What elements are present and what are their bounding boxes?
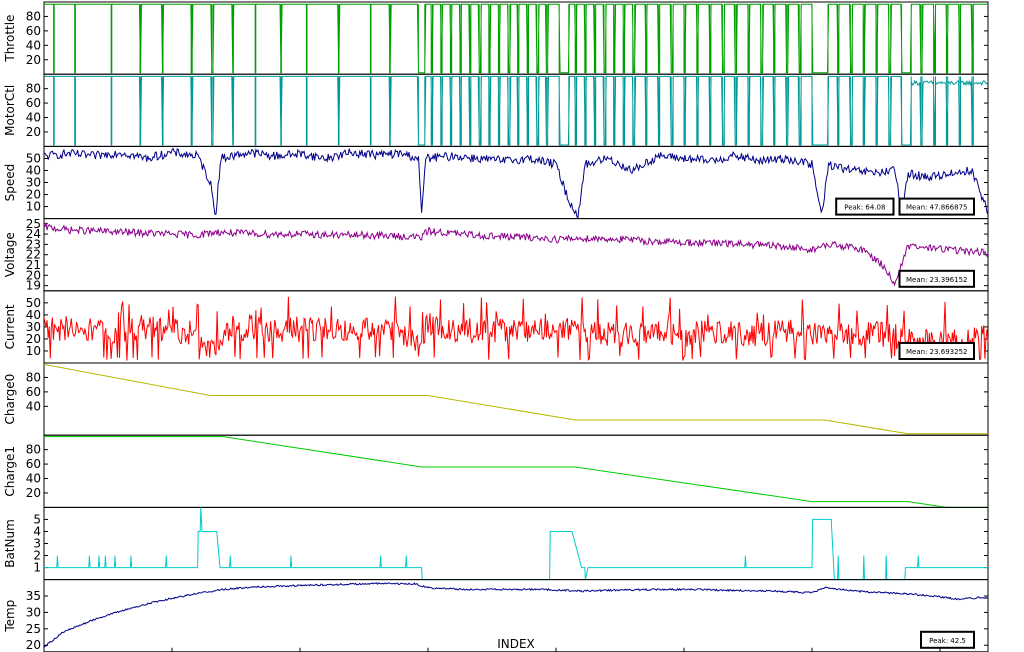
chart-panels: 20406080Throttle20406080MotorCtl10203040… xyxy=(3,1,989,652)
panel-temp: 20 25 30 35 Temp Peak: 42.5 xyxy=(3,579,989,652)
y-tick-label: 20 xyxy=(26,332,41,346)
y-tick-label: 40 xyxy=(26,111,41,125)
y-tick-label: 24 xyxy=(26,227,41,241)
y-tick-label: 23 xyxy=(26,237,41,251)
panel-frame-voltage xyxy=(43,218,989,292)
y-tick-label: 19 xyxy=(26,279,41,293)
annotation-box xyxy=(835,197,895,216)
annotation-box xyxy=(898,197,975,216)
annotation-box xyxy=(898,269,975,288)
panel-frame-charge1 xyxy=(43,434,989,508)
panel-frame-throttle xyxy=(43,1,989,75)
x-axis-label: INDEX xyxy=(497,637,535,651)
x-axis: 02000400060008000100001200014000 xyxy=(43,647,941,652)
y-tick-label: 2 xyxy=(33,549,41,563)
y-tick-label: 20 xyxy=(26,486,41,500)
y-tick-label: 80 xyxy=(26,9,41,23)
panel-frame-charge0 xyxy=(43,362,989,436)
y-axis-label-current: Current xyxy=(3,304,17,349)
y-tick-label: 40 xyxy=(26,308,41,322)
series-line-speed xyxy=(43,147,989,219)
y-axis-label-charge1: Charge1 xyxy=(3,446,17,497)
y-tick-label: 60 xyxy=(26,385,41,399)
y-axis-label-throttle: Throttle xyxy=(3,15,17,63)
y-axis-label-speed: Speed xyxy=(3,164,17,202)
y-tick-label: 40 xyxy=(26,38,41,52)
y-axis-label-motorctl: MotorCtl xyxy=(3,85,17,136)
y-tick-label: 40 xyxy=(26,399,41,413)
y-tick-label: 60 xyxy=(26,24,41,38)
y-tick-label: 80 xyxy=(26,82,41,96)
y-tick-label: 4 xyxy=(33,524,41,538)
annotation-box xyxy=(898,342,975,360)
annotation-text: Mean: 23.396152 xyxy=(906,276,968,284)
y-tick-label: 30 xyxy=(26,605,41,619)
y-tick-label: 1 xyxy=(33,561,41,575)
y-tick-label: 35 xyxy=(26,589,41,603)
y-tick-label: 20 xyxy=(26,125,41,139)
series-line-charge0 xyxy=(43,363,988,435)
y-tick-label: 30 xyxy=(26,176,41,190)
y-tick-label: 40 xyxy=(26,163,41,177)
annotation-text: Peak: 42.5 xyxy=(929,637,966,645)
y-tick-label: 80 xyxy=(26,370,41,384)
y-tick-label: 21 xyxy=(26,258,41,272)
panel-frame-current xyxy=(43,290,989,364)
series-line-charge1 xyxy=(44,436,988,508)
y-tick-label: 5 xyxy=(33,512,41,526)
y-tick-label: 3 xyxy=(33,537,41,551)
y-tick-label: 80 xyxy=(26,443,41,457)
panel-frame-batnum xyxy=(43,506,989,581)
y-tick-label: 30 xyxy=(26,320,41,334)
series-line-temp xyxy=(43,582,989,648)
series-line-current xyxy=(43,296,989,362)
annotation-box xyxy=(920,630,975,649)
annotation-text: Mean: 47.866875 xyxy=(906,204,968,212)
annotation-text: Mean: 23.693252 xyxy=(906,348,968,356)
y-tick-label: 20 xyxy=(26,188,41,202)
y-tick-label: 25 xyxy=(26,217,41,231)
y-tick-label: 22 xyxy=(26,248,41,262)
y-axis-label-charge0: Charge0 xyxy=(3,374,17,425)
series-line-throttle xyxy=(44,3,988,74)
y-tick-label: 60 xyxy=(26,457,41,471)
y-tick-label: 20 xyxy=(26,638,41,652)
y-tick-label: 10 xyxy=(26,344,41,358)
y-tick-label: 20 xyxy=(26,268,41,282)
annotation-text: Peak: 64.08 xyxy=(844,204,885,212)
y-tick-label: 25 xyxy=(26,622,41,636)
y-tick-label: 20 xyxy=(26,53,41,67)
y-axis-label-temp: Temp xyxy=(3,600,17,633)
panel-frame-motorctl xyxy=(43,73,989,147)
y-tick-label: 50 xyxy=(26,151,41,165)
y-tick-label: 50 xyxy=(26,296,41,310)
series-line-voltage xyxy=(43,221,989,287)
y-tick-label: 40 xyxy=(26,472,41,486)
series-line-motorctl xyxy=(44,75,989,146)
y-tick-label: 10 xyxy=(26,200,41,214)
y-tick-label: 60 xyxy=(26,96,41,110)
y-axis-label-batnum: BatNum xyxy=(3,519,17,568)
y-axis-label-voltage: Voltage xyxy=(3,232,17,277)
series-line-batnum xyxy=(44,507,988,581)
